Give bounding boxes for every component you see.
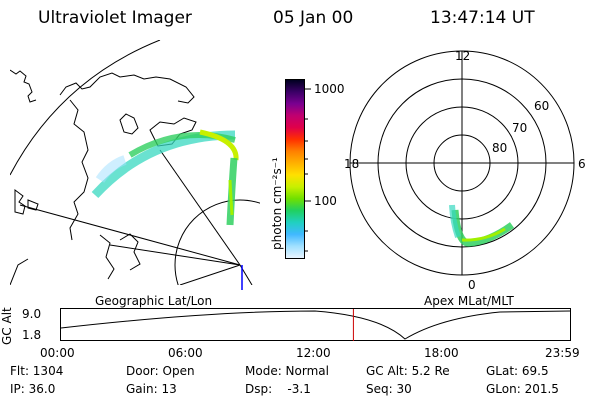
mlt-label-0: 0 (468, 278, 476, 292)
mlt-label-18: 18 (344, 157, 360, 171)
colorbar-tick-1000: 1000 (314, 82, 345, 96)
coastline (59, 72, 195, 104)
dsp-value: Dsp: -3.1 (245, 382, 311, 396)
altitude-ylabel: GC Alt (0, 307, 14, 345)
lat-label-60: 60 (534, 99, 550, 113)
altitude-ytick-9: 9.0 (22, 307, 42, 321)
sequence-number: Seq: 30 (366, 382, 412, 396)
lat-label-80: 80 (492, 141, 508, 155)
colorbar (285, 79, 305, 259)
meridian-line (19, 204, 241, 266)
coastline (10, 258, 29, 285)
gc-altitude: GC Alt: 5.2 Re (366, 364, 450, 378)
meridian-line (179, 264, 241, 285)
colorbar-unit-label: photon cm⁻²s⁻¹ (270, 157, 284, 250)
latitude-arc (10, 40, 161, 176)
colorbar-axis (305, 88, 311, 252)
polar-aurora (449, 204, 515, 247)
mode-status: Mode: Normal (245, 364, 329, 378)
lat-label-70: 70 (512, 121, 528, 135)
date-label: 05 Jan 00 (273, 8, 354, 28)
geographic-map (10, 40, 260, 290)
door-status: Door: Open (126, 364, 195, 378)
coastline (14, 189, 26, 215)
altitude-ytick-1-8: 1.8 (22, 328, 42, 342)
aurora-emission (91, 129, 239, 226)
instrument-title: Ultraviolet Imager (38, 8, 192, 28)
right-panel-label: Apex MLat/MLT (424, 294, 514, 308)
ip-value: IP: 36.0 (10, 382, 56, 396)
coastline (27, 199, 39, 211)
coastline (119, 233, 141, 271)
geo-longitude: GLon: 201.5 (486, 382, 559, 396)
geo-latitude: GLat: 69.5 (486, 364, 549, 378)
coastline (99, 234, 115, 280)
colorbar-tick-100: 100 (314, 194, 337, 208)
time-label: 13:47:14 UT (430, 8, 535, 28)
left-panel-label: Geographic Lat/Lon (95, 294, 213, 308)
time-tick-1800: 18:00 (424, 346, 459, 360)
polar-plot (349, 50, 575, 276)
flight-number: Flt: 1304 (10, 364, 64, 378)
altitude-curve (60, 310, 571, 340)
meridian-line (159, 149, 241, 266)
time-tick-1200: 12:00 (296, 346, 331, 360)
gain-value: Gain: 13 (126, 382, 177, 396)
coastline (119, 113, 139, 135)
meridian-line (109, 244, 241, 266)
coastline (69, 99, 89, 241)
altitude-plot (60, 308, 571, 341)
coastline (10, 69, 37, 103)
latitude-circle (174, 199, 260, 285)
time-tick-2359: 23:59 (545, 346, 580, 360)
time-tick-0000: 00:00 (40, 346, 75, 360)
mlt-label-6: 6 (578, 157, 586, 171)
time-tick-0600: 06:00 (168, 346, 203, 360)
mlt-label-12: 12 (455, 49, 471, 63)
